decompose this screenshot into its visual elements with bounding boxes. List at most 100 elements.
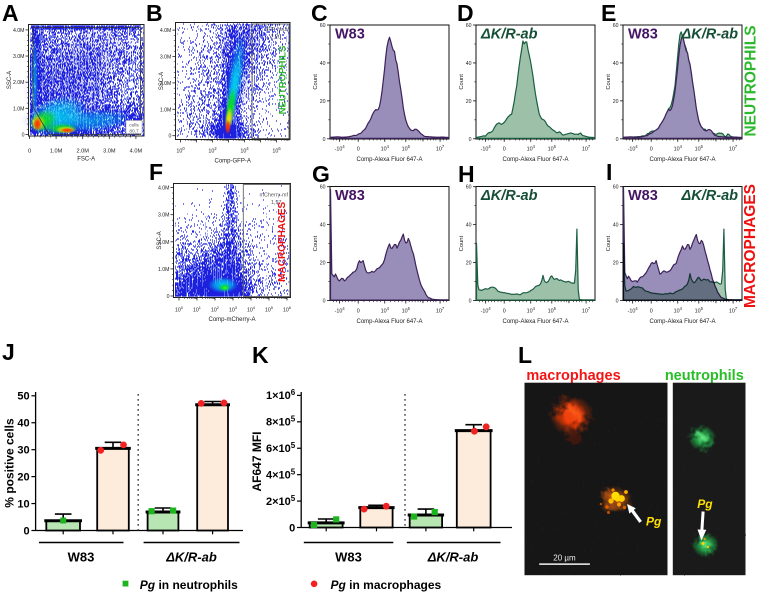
- svg-text:20: 20: [466, 261, 472, 267]
- svg-text:0: 0: [357, 147, 360, 153]
- svg-text:102: 102: [211, 305, 219, 313]
- svg-text:0: 0: [169, 134, 172, 140]
- svg-text:W83: W83: [335, 188, 365, 204]
- svg-text:60: 60: [613, 23, 619, 29]
- svg-text:2.0M: 2.0M: [13, 80, 25, 86]
- svg-text:W83: W83: [628, 27, 658, 43]
- svg-text:-104: -104: [628, 144, 639, 152]
- svg-text:-104: -104: [335, 306, 346, 314]
- svg-text:20: 20: [613, 261, 619, 267]
- svg-text:Pg in macrophages: Pg in macrophages: [331, 578, 442, 592]
- svg-text:40: 40: [17, 418, 29, 430]
- svg-text:6×105: 6×105: [266, 441, 296, 455]
- svg-text:40: 40: [466, 223, 472, 229]
- svg-text:107: 107: [582, 306, 591, 314]
- svg-text:60: 60: [613, 185, 619, 191]
- svg-text:20: 20: [17, 471, 29, 483]
- svg-text:C: C: [311, 0, 328, 26]
- svg-text:20: 20: [466, 99, 472, 105]
- svg-text:0: 0: [616, 137, 619, 143]
- svg-text:AF647 MFI: AF647 MFI: [250, 431, 264, 491]
- svg-text:0: 0: [357, 308, 360, 314]
- svg-text:2.0M: 2.0M: [76, 149, 89, 155]
- svg-text:Count: Count: [459, 235, 465, 251]
- svg-text:-104: -104: [481, 306, 492, 314]
- svg-text:1.0M: 1.0M: [160, 107, 172, 113]
- svg-text:0: 0: [503, 147, 506, 153]
- svg-text:40: 40: [466, 61, 472, 67]
- svg-text:Comp-Alexa Fluor 647-A: Comp-Alexa Fluor 647-A: [356, 157, 422, 163]
- svg-text:SSC-A: SSC-A: [159, 72, 165, 90]
- svg-text:0: 0: [167, 294, 170, 300]
- svg-text:G: G: [312, 161, 330, 187]
- svg-text:-104: -104: [335, 144, 346, 152]
- svg-text:105: 105: [695, 306, 704, 314]
- svg-text:J: J: [2, 339, 15, 365]
- svg-text:20: 20: [613, 99, 619, 105]
- svg-text:2.0M: 2.0M: [160, 81, 172, 87]
- svg-text:106: 106: [272, 146, 281, 154]
- svg-text:2×105: 2×105: [266, 494, 296, 508]
- svg-text:107: 107: [729, 306, 738, 314]
- svg-text:105: 105: [265, 305, 273, 313]
- svg-text:ΔK/R-ab: ΔK/R-ab: [427, 550, 479, 565]
- svg-text:1.0M: 1.0M: [13, 106, 25, 112]
- svg-text:ΔK/R-ab: ΔK/R-ab: [165, 550, 217, 565]
- svg-text:60: 60: [320, 23, 326, 29]
- svg-text:I: I: [606, 159, 612, 185]
- svg-text:105: 105: [402, 306, 411, 314]
- svg-text:K: K: [252, 342, 269, 368]
- svg-text:Count: Count: [606, 235, 612, 251]
- svg-text:104: 104: [240, 146, 249, 154]
- svg-text:neutrophils: neutrophils: [665, 368, 744, 384]
- svg-text:Pg in neutrophils: Pg in neutrophils: [140, 578, 238, 592]
- svg-text:W83: W83: [68, 550, 95, 565]
- svg-text:NEUTROPHILS: NEUTROPHILS: [277, 45, 288, 114]
- svg-text:A: A: [2, 0, 19, 26]
- svg-text:0: 0: [650, 308, 653, 314]
- svg-text:30: 30: [17, 444, 29, 456]
- svg-text:0: 0: [23, 525, 29, 537]
- svg-text:NEUTROPHILS: NEUTROPHILS: [743, 25, 760, 136]
- svg-text:% positive cells: % positive cells: [3, 418, 17, 508]
- svg-text:100: 100: [175, 305, 184, 313]
- svg-text:FSC-A: FSC-A: [77, 157, 95, 163]
- svg-text:cells: cells: [129, 123, 139, 129]
- svg-text:40: 40: [613, 61, 619, 67]
- svg-text:Count: Count: [459, 74, 465, 90]
- svg-text:101: 101: [193, 305, 201, 313]
- svg-text:4×105: 4×105: [266, 467, 296, 481]
- svg-text:-104: -104: [628, 306, 639, 314]
- svg-text:100: 100: [176, 146, 185, 154]
- svg-text:4.0M: 4.0M: [13, 28, 25, 34]
- svg-text:103: 103: [229, 305, 237, 313]
- svg-text:107: 107: [436, 306, 445, 314]
- svg-text:105: 105: [695, 144, 704, 152]
- svg-text:Comp-Alexa Fluor 647-A: Comp-Alexa Fluor 647-A: [502, 157, 568, 163]
- svg-text:0: 0: [469, 137, 472, 143]
- svg-text:0: 0: [289, 522, 295, 534]
- svg-text:Comp-mCherry-A: Comp-mCherry-A: [208, 317, 255, 323]
- svg-text:0: 0: [503, 308, 506, 314]
- svg-text:102: 102: [208, 146, 217, 154]
- svg-text:macrophages: macrophages: [526, 368, 620, 384]
- svg-text:SSC-A: SSC-A: [157, 231, 163, 249]
- svg-text:4.0M: 4.0M: [160, 28, 172, 34]
- svg-text:Comp-Alexa Fluor 647-A: Comp-Alexa Fluor 647-A: [649, 319, 715, 325]
- svg-text:60: 60: [466, 23, 472, 29]
- svg-text:10: 10: [17, 498, 29, 510]
- svg-text:Count: Count: [606, 74, 612, 90]
- svg-text:W83: W83: [628, 188, 658, 204]
- svg-text:104: 104: [381, 306, 390, 314]
- svg-text:W83: W83: [335, 550, 362, 565]
- svg-text:104: 104: [674, 306, 683, 314]
- svg-text:3.0M: 3.0M: [103, 149, 116, 155]
- svg-text:MACROPHAGES: MACROPHAGES: [277, 201, 288, 281]
- svg-text:Pg: Pg: [646, 515, 662, 529]
- svg-text:Comp-Alexa Fluor 647-A: Comp-Alexa Fluor 647-A: [356, 319, 422, 325]
- svg-text:L: L: [518, 342, 532, 368]
- svg-text:3.0M: 3.0M: [13, 54, 25, 60]
- svg-text:Count: Count: [313, 235, 319, 251]
- svg-text:20 µm: 20 µm: [553, 554, 576, 563]
- svg-text:Comp-Alexa Fluor 647-A: Comp-Alexa Fluor 647-A: [502, 319, 568, 325]
